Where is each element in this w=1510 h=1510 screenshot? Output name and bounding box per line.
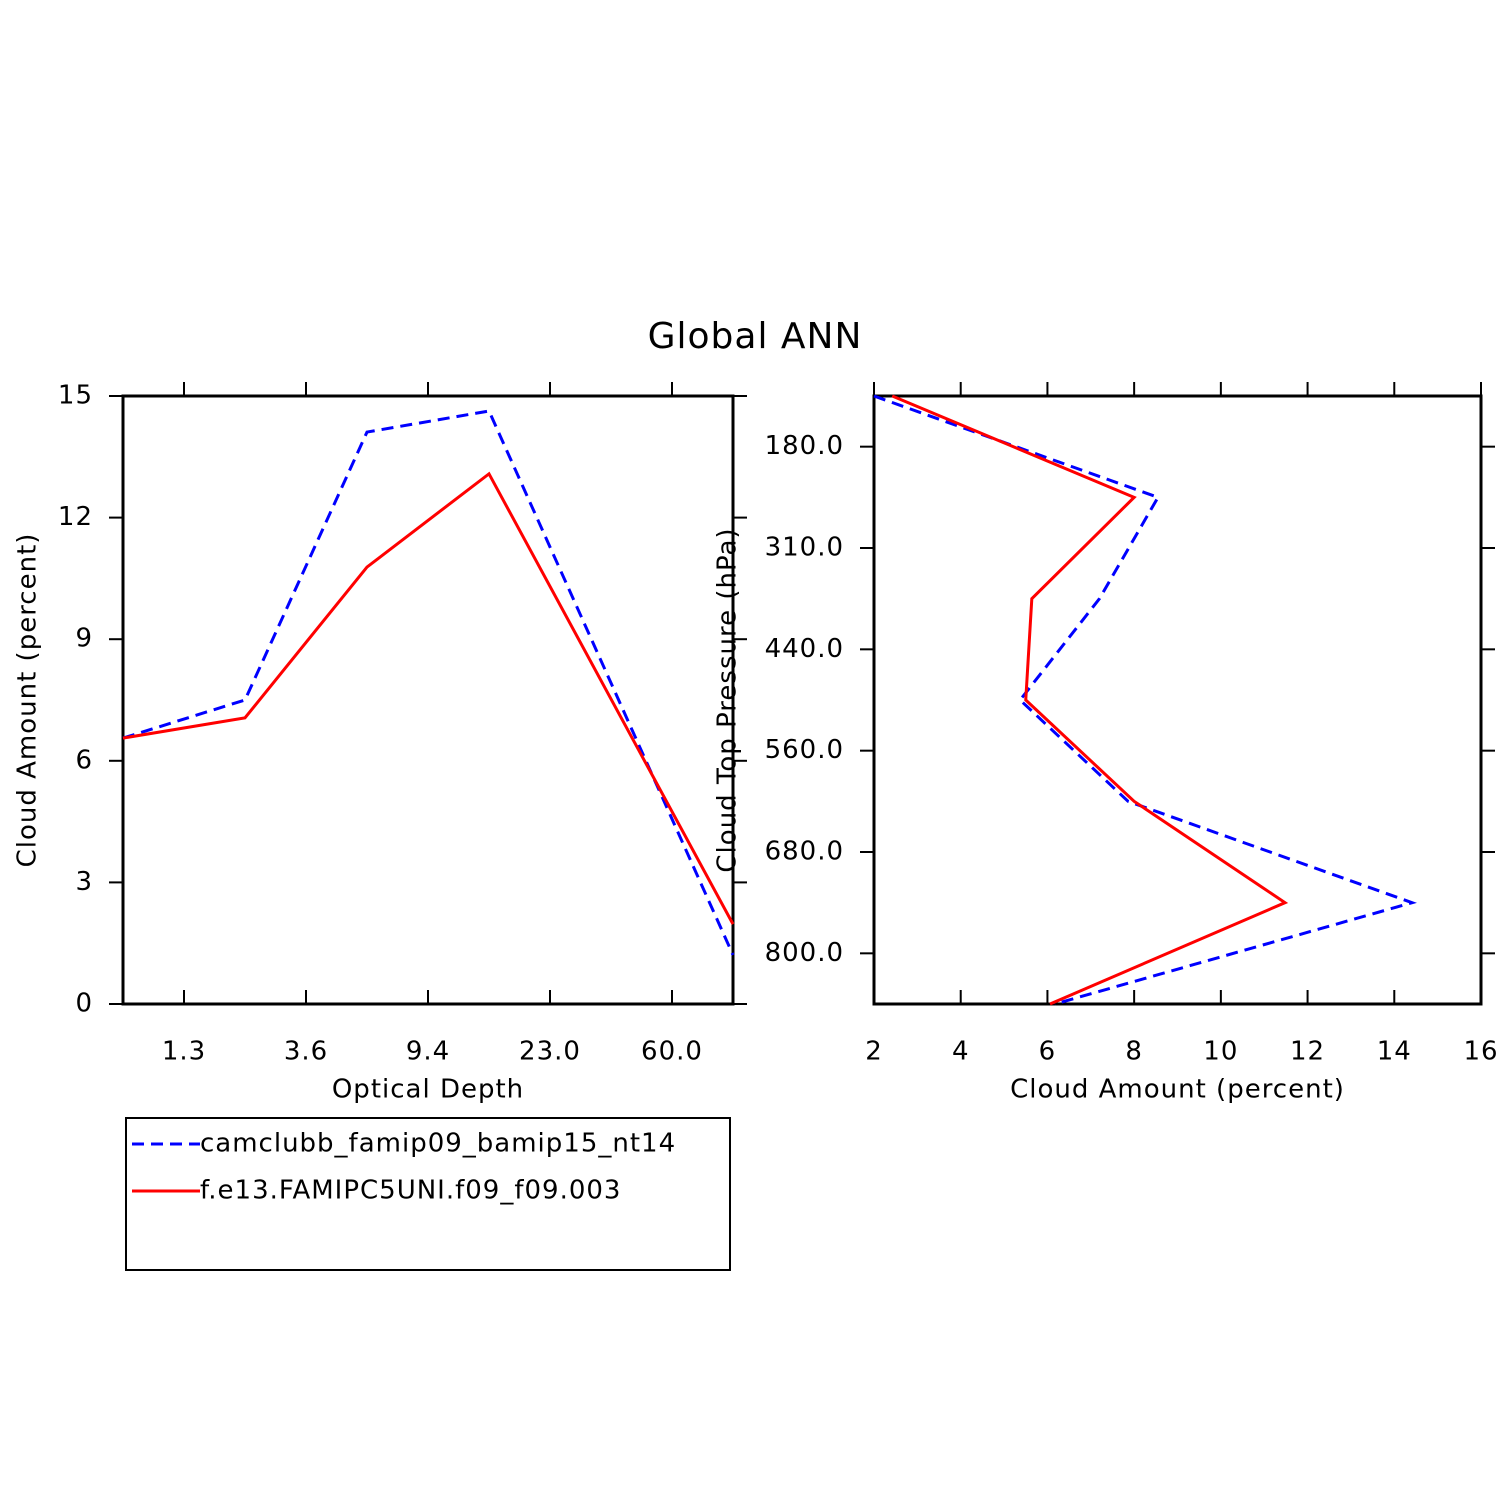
y-axis-label: Cloud Amount (percent) <box>13 533 43 868</box>
y-axis-label: Cloud Top Pressure (hPa) <box>713 527 743 872</box>
x-axis-label: Optical Depth <box>332 1075 524 1105</box>
y-tick-label: 440.0 <box>765 634 844 664</box>
x-tick-label: 8 <box>1125 1037 1143 1067</box>
y-tick-label: 310.0 <box>765 533 844 563</box>
y-tick-label: 6 <box>75 745 93 775</box>
series-line <box>873 394 1417 1006</box>
y-tick-label: 9 <box>75 624 93 654</box>
legend-label: f.e13.FAMIPC5UNI.f09_f09.003 <box>200 1176 621 1206</box>
series-line <box>891 394 1289 1006</box>
y-tick-label: 12 <box>58 502 93 532</box>
x-axis-label: Cloud Amount (percent) <box>1010 1075 1345 1105</box>
y-tick-label: 560.0 <box>765 735 844 765</box>
legend-box <box>125 1117 731 1271</box>
x-tick-label: 3.6 <box>284 1037 328 1067</box>
figure-title: Global ANN <box>648 316 863 357</box>
x-tick-label: 6 <box>1039 1037 1057 1067</box>
plot-frame <box>872 394 1483 1006</box>
y-tick-label: 180.0 <box>765 431 844 461</box>
y-tick-label: 3 <box>75 867 93 897</box>
plot-frame <box>121 394 735 1006</box>
x-tick-label: 1.3 <box>162 1037 206 1067</box>
x-tick-label: 16 <box>1463 1037 1498 1067</box>
series-line <box>122 471 735 925</box>
y-tick-label: 15 <box>58 381 93 411</box>
x-tick-label: 60.0 <box>641 1037 703 1067</box>
x-tick-label: 4 <box>952 1037 970 1067</box>
y-tick-label: 0 <box>75 989 93 1019</box>
x-tick-label: 14 <box>1377 1037 1412 1067</box>
y-tick-label: 800.0 <box>765 938 844 968</box>
x-tick-label: 10 <box>1203 1037 1238 1067</box>
legend-label: camclubb_famip09_bamip15_nt14 <box>200 1129 676 1159</box>
x-tick-label: 23.0 <box>519 1037 581 1067</box>
series-line <box>122 409 735 956</box>
x-tick-label: 9.4 <box>406 1037 450 1067</box>
x-tick-label: 2 <box>865 1037 883 1067</box>
x-tick-label: 12 <box>1290 1037 1325 1067</box>
y-tick-label: 680.0 <box>765 837 844 867</box>
